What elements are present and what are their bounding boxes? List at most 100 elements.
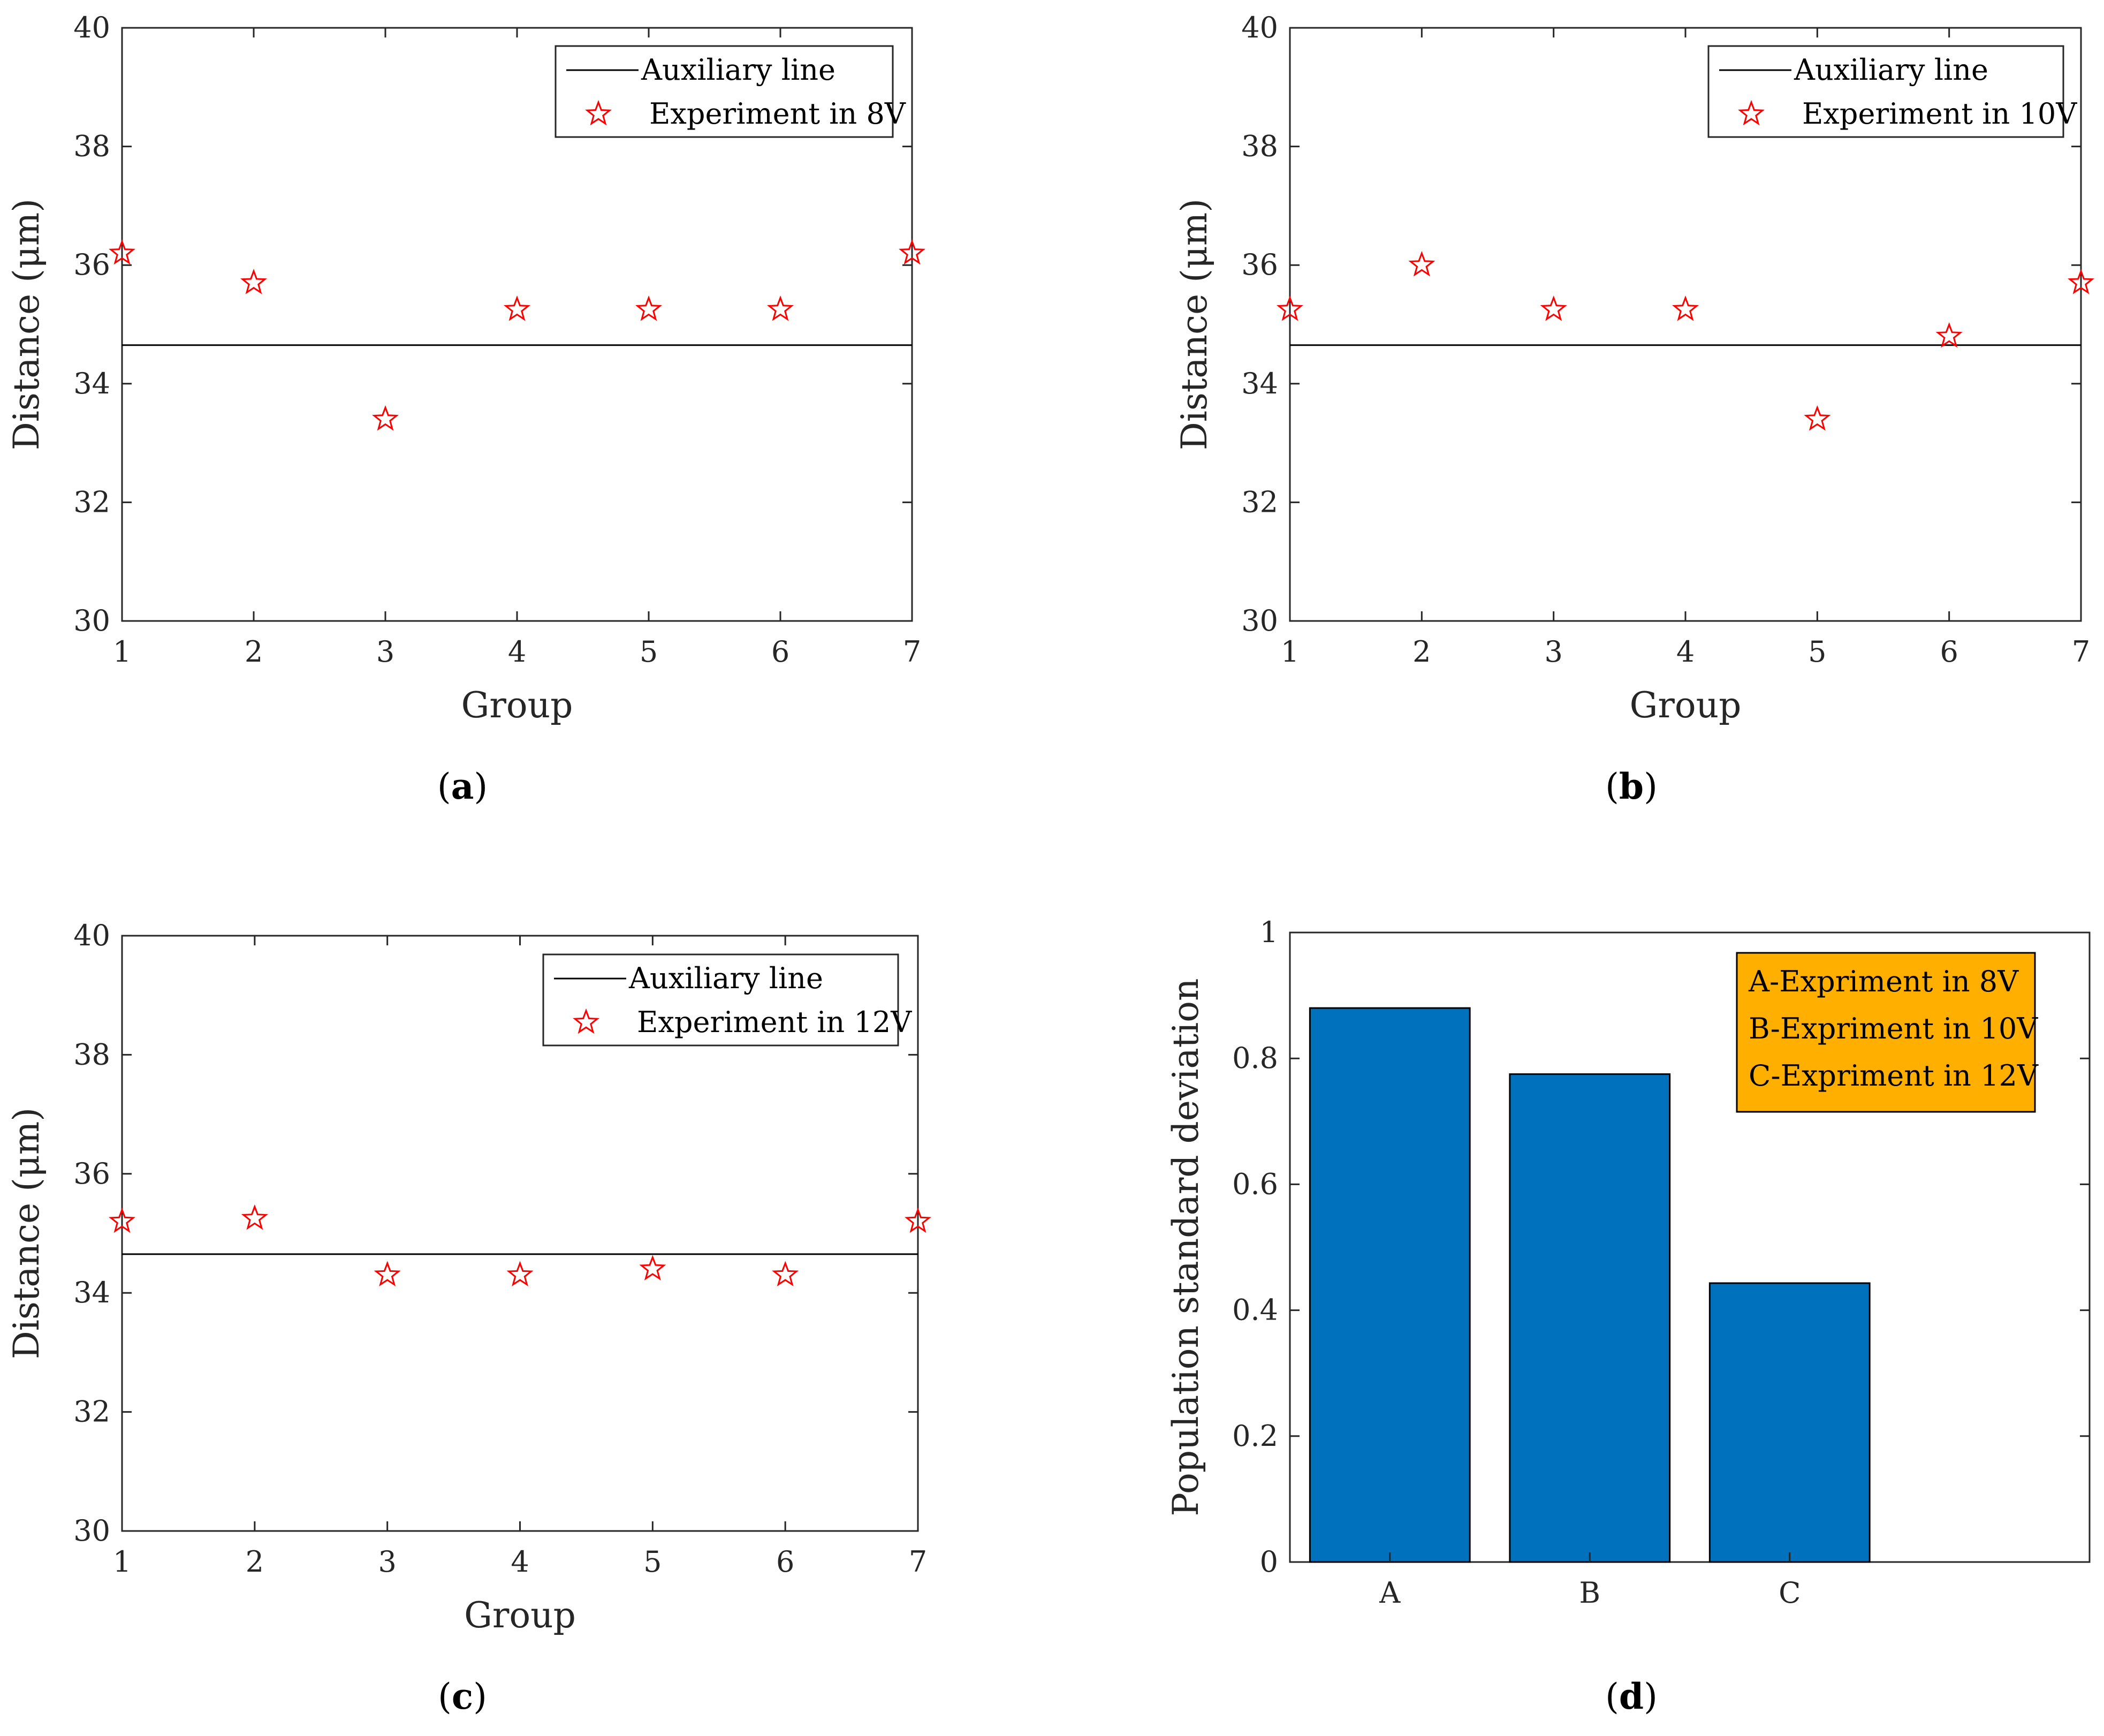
x-tick-label: 6	[1940, 635, 1958, 669]
y-tick-label: 32	[73, 1395, 110, 1429]
caption-letter: d	[1619, 1676, 1644, 1717]
y-tick-label: 36	[73, 1157, 110, 1191]
x-tick-label: 6	[776, 1545, 794, 1579]
legend-label-auxiliary: Auxiliary line	[628, 961, 823, 995]
y-tick-label: 30	[73, 1514, 110, 1548]
y-tick-label: 40	[1241, 11, 1278, 44]
panel-caption: (a)	[437, 765, 488, 807]
data-point-star	[240, 269, 267, 294]
x-tick-label: 5	[1808, 635, 1826, 669]
legend-entry: A-Expriment in 8V	[1748, 965, 2019, 998]
x-tick-label: 7	[909, 1545, 927, 1579]
x-tick-label: A	[1379, 1576, 1401, 1610]
legend: Auxiliary line Experiment in 10V	[1707, 45, 2077, 138]
y-tick-label: 0.4	[1232, 1293, 1278, 1327]
y-tick-label: 40	[73, 919, 110, 952]
caption-letter: a	[451, 765, 474, 807]
data-point-star	[241, 1204, 268, 1230]
panel-d: 0 0.2 0.4 0.6 0.8 1 A B C A-Expriment in 8V B-Expr…	[1165, 915, 2091, 1717]
x-tick-label: 5	[640, 635, 658, 669]
x-tick-label: 3	[1544, 635, 1562, 669]
data-point-star	[1277, 295, 1303, 321]
x-tick-label: 2	[1412, 635, 1431, 669]
caption-close: )	[1644, 1676, 1658, 1717]
data-point-star	[1935, 322, 1963, 348]
y-tick-label: 0.8	[1232, 1041, 1278, 1075]
legend-box	[1707, 45, 2064, 138]
caption-letter: c	[452, 1676, 473, 1717]
x-tick-label: 5	[643, 1545, 662, 1579]
caption-open: (	[1605, 766, 1619, 807]
x-tick-label: 4	[511, 1545, 529, 1579]
x-tick-label: 4	[508, 635, 526, 669]
y-tick-label: 0.2	[1232, 1419, 1278, 1453]
legend-star-swatch	[573, 1008, 599, 1034]
legend-label-auxiliary: Auxiliary line	[1794, 53, 1988, 87]
data-point-star	[109, 239, 135, 265]
caption-open: (	[437, 766, 451, 807]
caption-letter: b	[1619, 765, 1644, 807]
panel-caption: (b)	[1605, 765, 1658, 807]
data-point-star	[2068, 269, 2094, 294]
legend-star-swatch	[585, 100, 612, 126]
y-tick-label: 1	[1260, 915, 1278, 949]
legend: Auxiliary line Experiment in 12V	[542, 953, 912, 1047]
y-tick-label: 0.6	[1232, 1167, 1278, 1201]
caption-close: )	[473, 1676, 487, 1717]
data-point-star	[1408, 251, 1435, 277]
y-tick-label: 36	[73, 248, 110, 282]
legend: A-Expriment in 8V B-Expriment in 10V C-Exp…	[1736, 952, 2039, 1113]
legend-label-auxiliary: Auxiliary line	[641, 53, 835, 87]
y-tick-label: 36	[1241, 248, 1278, 282]
legend-label-experiment: Experiment in 8V	[649, 97, 906, 131]
data-point-star	[372, 405, 399, 431]
y-tick-label: 30	[73, 604, 110, 638]
x-tick-label: 1	[1281, 635, 1299, 669]
x-tick-label: 1	[113, 1545, 131, 1579]
x-tick-label: 6	[771, 635, 789, 669]
x-tick-label: 3	[378, 1545, 396, 1579]
bar-C	[1708, 1282, 1871, 1563]
x-tick-label: 7	[903, 635, 921, 669]
legend: Auxiliary line Experiment in 8V	[555, 45, 906, 138]
y-axis-label: Distance (μm)	[1174, 199, 1215, 450]
caption-close: )	[474, 766, 488, 807]
legend-star-swatch	[1738, 100, 1765, 126]
x-tick-label: 1	[113, 635, 131, 669]
x-tick-label: 2	[245, 635, 263, 669]
x-tick-label: 7	[2072, 635, 2090, 669]
legend-label-experiment: Experiment in 12V	[637, 1005, 912, 1039]
y-tick-label: 30	[1241, 604, 1278, 638]
data-point-star	[1672, 295, 1699, 321]
caption-close: )	[1644, 766, 1658, 807]
y-axis-label: Distance (μm)	[6, 199, 47, 450]
x-tick-label: 3	[376, 635, 394, 669]
x-axis-label: Group	[461, 685, 573, 726]
bar-B	[1509, 1073, 1671, 1563]
legend-box	[542, 953, 899, 1047]
legend-box	[555, 45, 894, 138]
panel-caption: (d)	[1605, 1676, 1658, 1717]
data-point-star	[374, 1261, 401, 1287]
data-point-star	[899, 239, 925, 265]
y-tick-label: 38	[73, 130, 110, 163]
data-point-star	[1540, 295, 1567, 321]
data-point-star	[772, 1261, 799, 1287]
caption-open: (	[1605, 1676, 1619, 1717]
bar-A	[1309, 1007, 1471, 1563]
y-axis-label: Population standard deviation	[1165, 978, 1206, 1516]
data-point-star	[905, 1207, 931, 1233]
x-axis-label: Group	[1630, 685, 1742, 726]
legend-label-experiment: Experiment in 10V	[1802, 97, 2077, 131]
y-tick-label: 38	[1241, 130, 1278, 163]
x-tick-label: C	[1779, 1576, 1801, 1610]
x-tick-label: 4	[1676, 635, 1695, 669]
data-point-star	[1804, 405, 1831, 431]
data-point-star	[504, 295, 530, 321]
y-tick-label: 32	[73, 485, 110, 519]
x-tick-label: B	[1579, 1576, 1600, 1610]
